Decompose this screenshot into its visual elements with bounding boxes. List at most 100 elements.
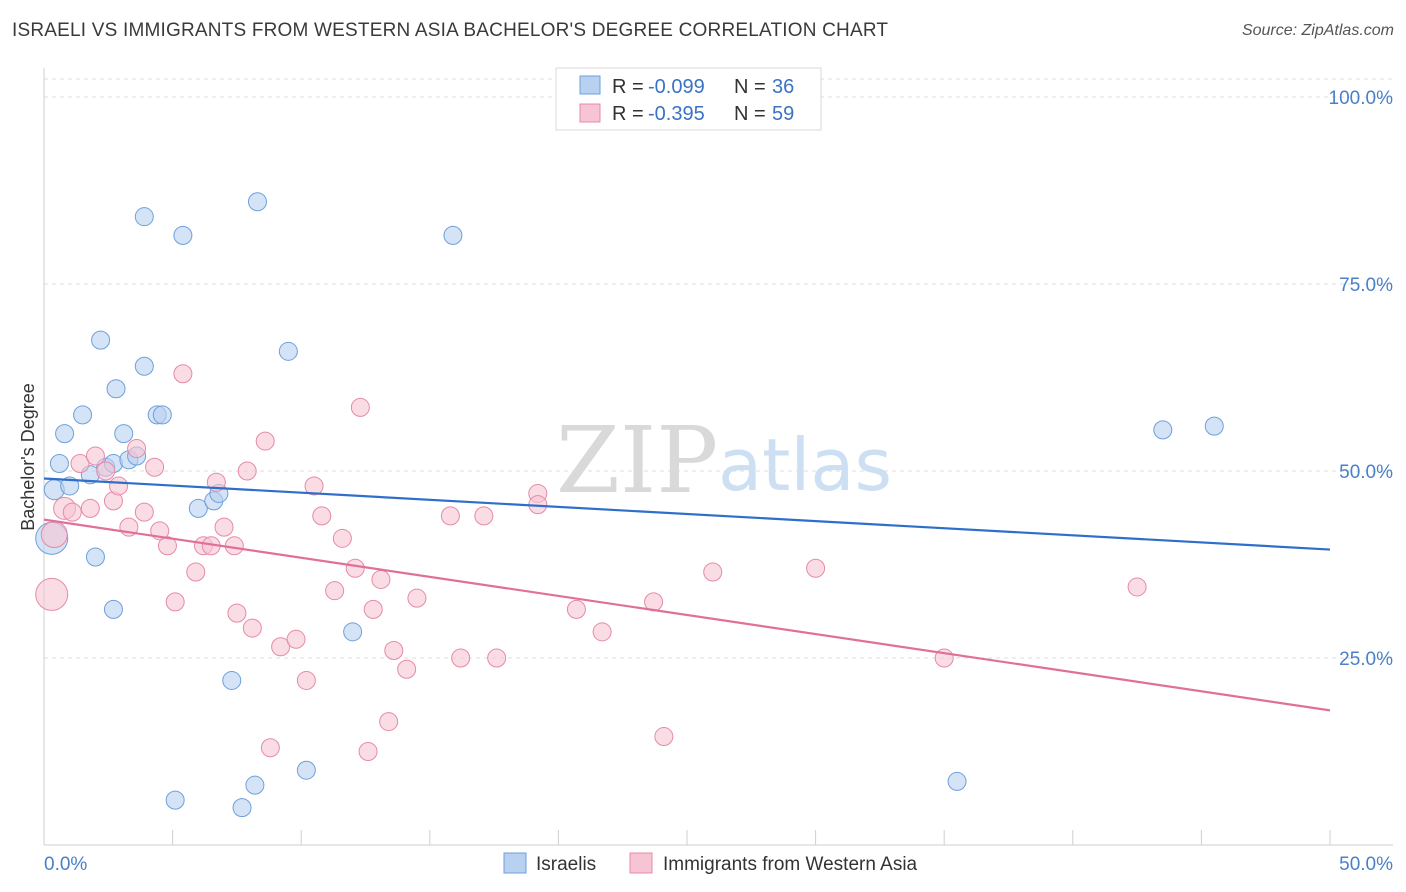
immigrants-point-46 <box>451 648 471 668</box>
israelis-point-28 <box>232 798 252 818</box>
israelis-point-33 <box>947 771 967 791</box>
immigrants-point-43 <box>397 659 417 679</box>
israelis-point-27 <box>245 775 265 795</box>
legend-r-label-2: R = <box>612 103 644 125</box>
x-tick-label-min: 0.0% <box>44 854 87 875</box>
immigrants-trend-line <box>43 518 1331 712</box>
israelis-point-21 <box>188 498 208 518</box>
israelis-point-26 <box>278 341 298 361</box>
immigrants-point-44 <box>407 588 427 608</box>
immigrants-point-18 <box>186 562 206 582</box>
legend-r-value-2: -0.395 <box>648 103 705 125</box>
immigrants-point-54 <box>654 727 674 747</box>
immigrants-point-7 <box>96 461 116 481</box>
immigrants-point-24 <box>227 603 247 623</box>
immigrants-point-5 <box>80 498 100 518</box>
immigrants-point-56 <box>806 558 826 578</box>
immigrants-point-29 <box>271 637 291 657</box>
israelis-trend-line <box>43 477 1331 551</box>
israelis-point-24 <box>222 670 242 690</box>
series-legend: Israelis Immigrants from Western Asia <box>503 852 918 875</box>
immigrants-point-11 <box>127 439 147 459</box>
immigrants-point-42 <box>384 641 404 661</box>
y-tick-label-75: 75.0% <box>1339 275 1393 296</box>
israelis-point-20 <box>173 225 193 245</box>
y-tick-label-100: 100.0% <box>1329 88 1394 109</box>
immigrants-point-41 <box>379 712 399 732</box>
immigrants-point-0 <box>35 577 69 611</box>
israelis-point-2 <box>55 424 75 444</box>
israelis-point-30 <box>296 760 316 780</box>
legend-n-value-1: 36 <box>772 76 794 98</box>
israelis-point-4 <box>60 476 80 496</box>
immigrants-point-33 <box>312 506 332 526</box>
israelis-point-5 <box>73 405 93 425</box>
immigrants-point-16 <box>165 592 185 612</box>
immigrants-point-52 <box>592 622 612 642</box>
watermark-zip: ZIP <box>556 407 718 514</box>
legend-r-value-1: -0.099 <box>648 76 705 98</box>
legend-n-label-2: N = <box>734 103 766 125</box>
chart-title: ISRAELI VS IMMIGRANTS FROM WESTERN ASIA … <box>12 20 889 41</box>
immigrants-point-13 <box>145 457 165 477</box>
source-credit: Source: ZipAtlas.com <box>1241 22 1394 39</box>
israelis-point-8 <box>91 330 111 350</box>
immigrants-point-58 <box>1127 577 1147 597</box>
axes <box>43 68 1393 846</box>
immigrants-point-40 <box>371 569 391 589</box>
immigrants-point-38 <box>358 742 378 761</box>
y-axis-tick-labels: 25.0% 50.0% 75.0% 100.0% <box>1329 88 1394 670</box>
immigrants-point-12 <box>134 502 154 522</box>
watermark: ZIP atlas <box>556 407 892 514</box>
immigrants-point-26 <box>242 618 262 638</box>
israelis-point-31 <box>343 622 363 642</box>
immigrants-point-30 <box>286 629 306 649</box>
israelis-point-3 <box>49 454 69 474</box>
trend-lines <box>43 477 1331 712</box>
immigrants-point-35 <box>332 528 352 548</box>
immigrants-point-36 <box>345 558 365 578</box>
bottom-legend-label-immigrants: Immigrants from Western Asia <box>663 854 918 875</box>
israelis-point-19 <box>152 405 172 425</box>
israelis-point-12 <box>106 379 126 399</box>
israelis-point-11 <box>103 599 123 619</box>
immigrants-point-39 <box>363 599 383 619</box>
israelis-point-17 <box>134 356 154 376</box>
legend-swatch-immigrants <box>579 103 601 123</box>
immigrants-point-3 <box>62 502 82 522</box>
legend-n-value-2: 59 <box>772 103 794 125</box>
y-tick-label-50: 50.0% <box>1339 462 1393 483</box>
immigrants-point-4 <box>70 454 90 474</box>
israelis-point-7 <box>85 547 105 567</box>
immigrants-point-55 <box>703 562 723 582</box>
watermark-atlas: atlas <box>718 423 892 507</box>
immigrants-point-27 <box>255 431 275 451</box>
x-axis-ticks <box>43 830 1331 845</box>
bottom-legend-swatch-immigrants <box>629 852 653 874</box>
immigrants-point-9 <box>109 476 129 496</box>
immigrants-point-23 <box>224 536 244 556</box>
israelis-point-35 <box>1204 416 1224 436</box>
immigrants-point-37 <box>350 397 370 417</box>
israelis-point-16 <box>134 207 154 227</box>
immigrants-point-6 <box>85 446 105 466</box>
legend-swatch-israelis <box>579 75 601 95</box>
immigrants-point-31 <box>296 670 316 690</box>
bottom-legend-swatch-israelis <box>503 852 527 874</box>
x-tick-label-max: 50.0% <box>1339 854 1393 875</box>
immigrants-point-17 <box>173 364 193 384</box>
immigrants-point-47 <box>474 506 494 526</box>
immigrants-point-34 <box>325 581 345 601</box>
immigrants-point-15 <box>157 536 177 556</box>
legend-n-label-1: N = <box>734 76 766 98</box>
israelis-point-13 <box>114 424 134 444</box>
immigrants-point-48 <box>487 648 507 668</box>
immigrants-point-51 <box>566 599 586 619</box>
y-axis-label: Bachelor's Degree <box>18 383 38 531</box>
immigrants-point-1 <box>40 521 68 549</box>
immigrants-point-28 <box>260 738 280 758</box>
immigrants-point-22 <box>214 517 234 537</box>
legend-r-label-1: R = <box>612 76 644 98</box>
immigrants-point-45 <box>440 506 460 526</box>
